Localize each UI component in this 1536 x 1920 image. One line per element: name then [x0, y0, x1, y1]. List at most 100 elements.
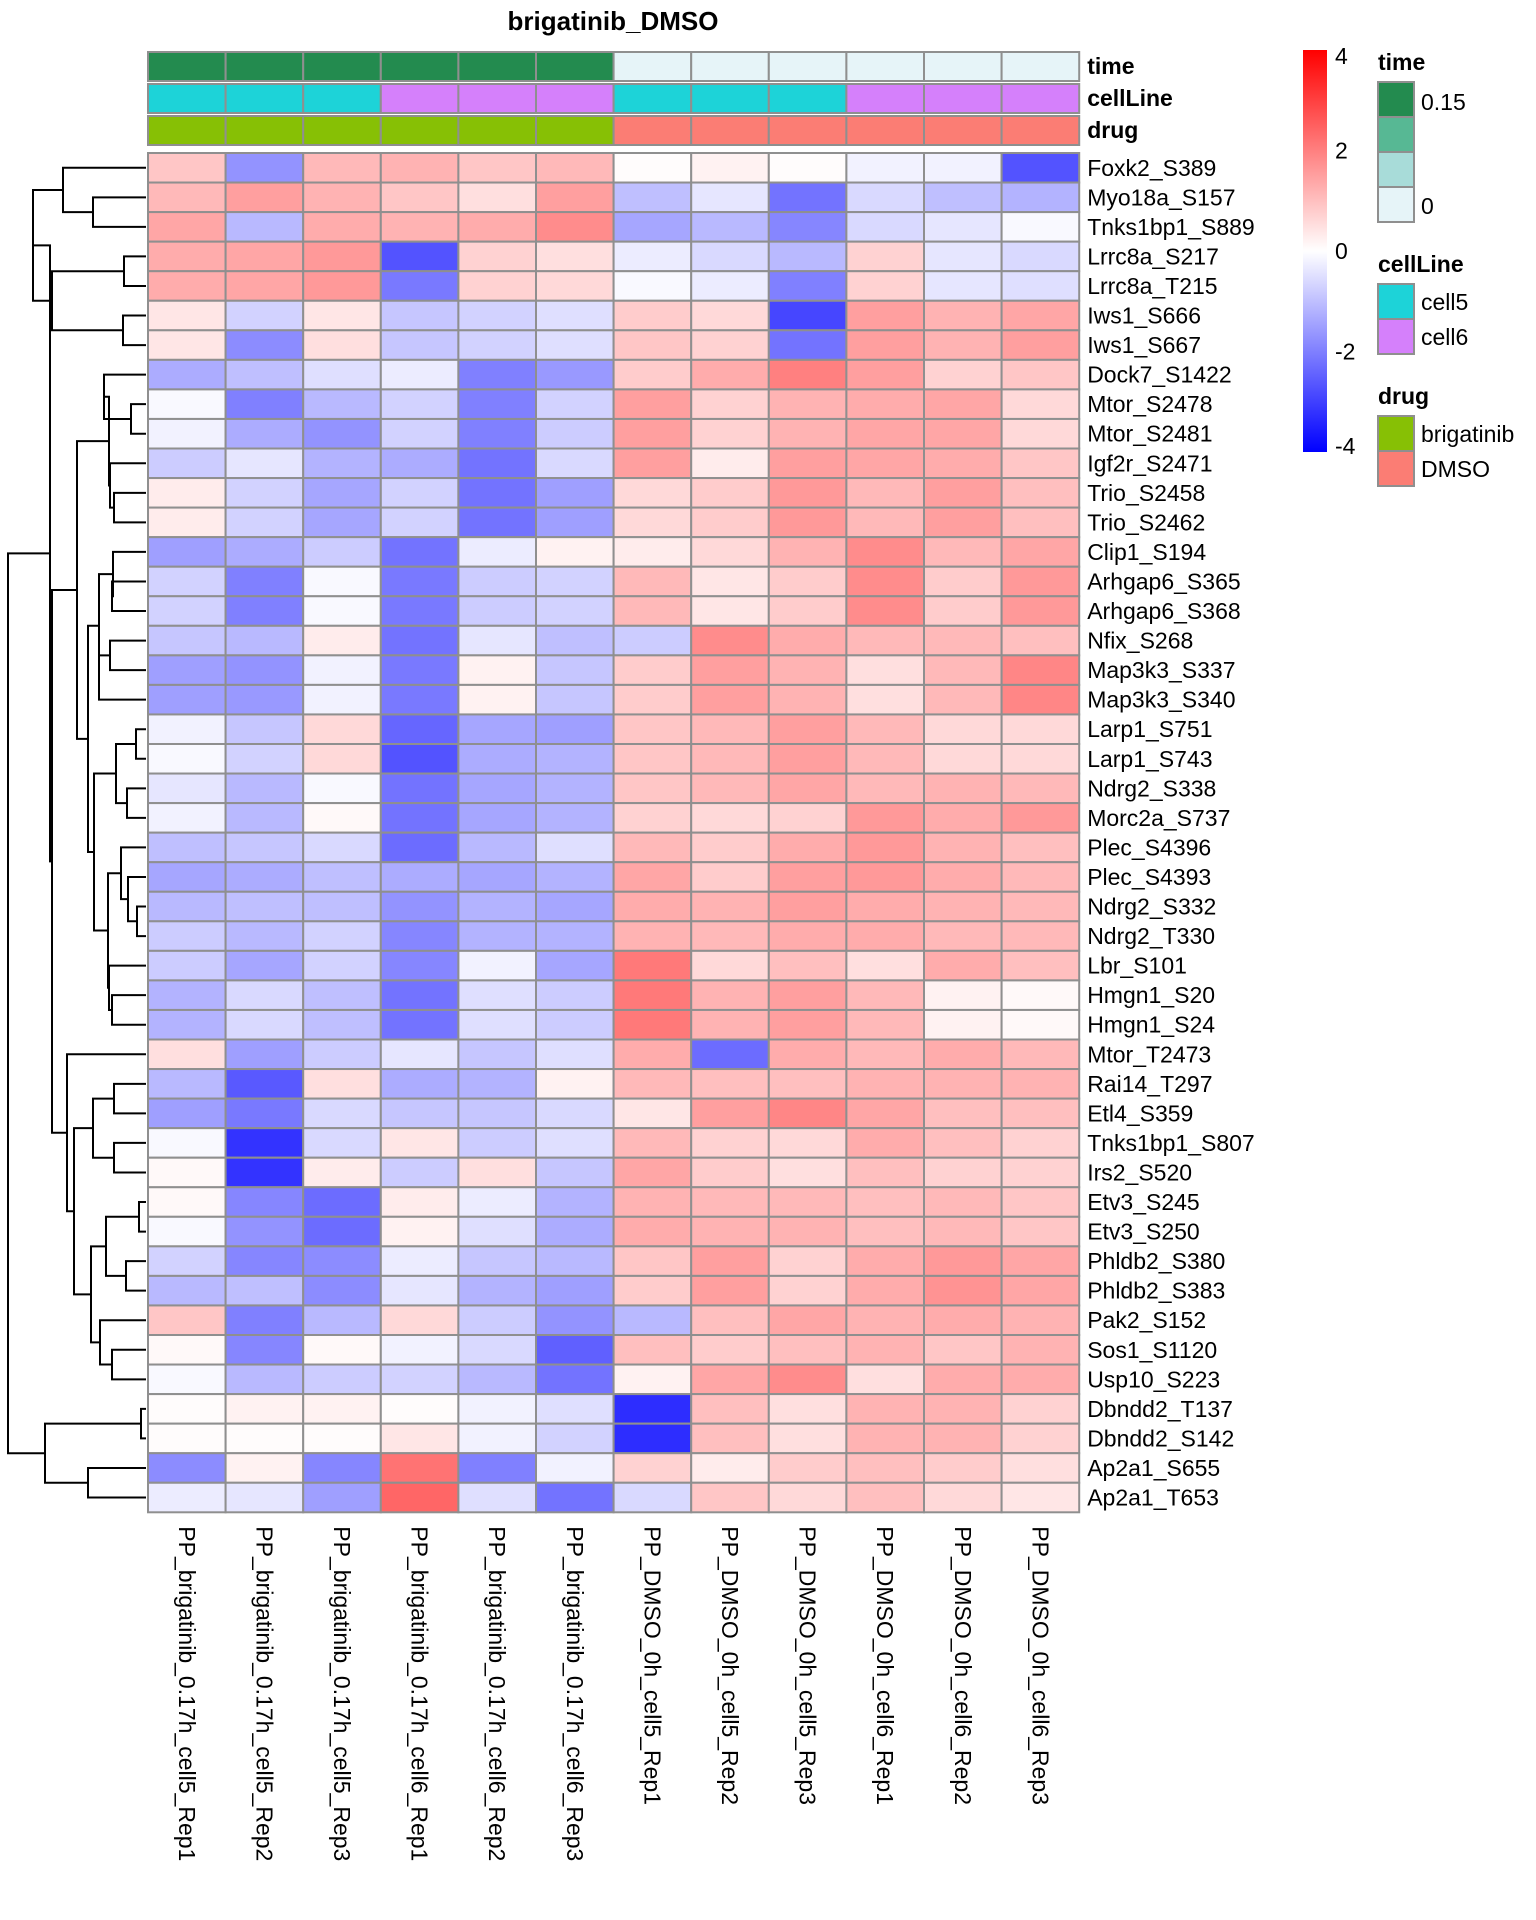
heatmap-cell — [612, 1008, 693, 1041]
heatmap-cell — [612, 506, 693, 539]
heatmap-cell — [147, 683, 227, 716]
heatmap-cell — [690, 624, 770, 657]
heatmap-cell — [224, 1274, 305, 1307]
heatmap-cell — [923, 1008, 1003, 1041]
heatmap-cell — [845, 329, 926, 361]
heatmap-cell — [612, 831, 693, 864]
row-label: Larp1_S751 — [1087, 716, 1212, 742]
heatmap-cell — [379, 506, 460, 539]
heatmap-cell — [845, 1245, 926, 1277]
color-scale-legend: 4 2 0 -2 -4 — [1303, 43, 1356, 459]
heatmap-cell — [147, 890, 227, 923]
color-bar-tick-label: -2 — [1335, 339, 1355, 365]
heatmap-cell — [1000, 240, 1081, 273]
heatmap-cell — [535, 1068, 615, 1100]
heatmap-cell — [1000, 772, 1081, 805]
heatmap-cell — [379, 1097, 460, 1130]
heatmap-cell — [845, 1334, 926, 1366]
heatmap-cell — [767, 890, 848, 923]
heatmap-cell — [535, 683, 615, 716]
heatmap-cell — [612, 624, 693, 657]
heatmap-cell — [767, 802, 848, 834]
heatmap-cell — [535, 1186, 615, 1218]
heatmap-cell — [767, 388, 848, 420]
heatmap-cell — [224, 536, 305, 568]
annotation-label-cellLine: cellLine — [1087, 85, 1173, 111]
heatmap-cell — [1000, 1481, 1081, 1514]
heatmap-cell — [302, 1038, 382, 1071]
heatmap-cell — [690, 772, 770, 805]
column-label: PP_DMSO_0h_cell6_Rep1 — [872, 1526, 898, 1805]
heatmap-cell — [535, 772, 615, 805]
legend-label: 0.15 — [1421, 89, 1466, 115]
heatmap-cell — [379, 595, 460, 627]
row-label: Ndrg2_T330 — [1087, 923, 1215, 949]
heatmap-cell — [457, 447, 537, 480]
dendrogram-branch — [120, 846, 146, 901]
heatmap-cell — [457, 1274, 537, 1307]
heatmap-cell — [457, 1304, 537, 1336]
heatmap-cell — [224, 1481, 305, 1514]
color-bar-tick-label: 2 — [1335, 138, 1348, 164]
annotation-legends: time 0.15 0 cellLine cell5 cell6 drug brigatini… — [1377, 49, 1514, 487]
heatmap-cell — [535, 565, 615, 598]
color-bar-tick-label: 4 — [1335, 43, 1348, 69]
heatmap-cell — [690, 358, 770, 391]
heatmap-cell — [612, 447, 693, 480]
heatmap-cell — [224, 890, 305, 923]
row-label: Ndrg2_S338 — [1087, 775, 1216, 801]
heatmap-cell — [147, 1452, 227, 1484]
heatmap-cell — [457, 890, 537, 923]
heatmap-cell — [767, 1127, 848, 1159]
heatmap-cell — [457, 1452, 537, 1484]
heatmap-cell — [1000, 447, 1081, 480]
heatmap-cell — [147, 802, 227, 834]
heatmap-cell — [302, 270, 382, 302]
heatmap-cell — [1000, 565, 1081, 598]
heatmap-cell — [379, 1008, 460, 1041]
heatmap-cell — [1000, 1215, 1081, 1248]
heatmap-cell — [767, 506, 848, 539]
heatmap-cell — [612, 417, 693, 450]
dendrogram-branch — [105, 1215, 139, 1277]
dendrogram-branch — [87, 1466, 146, 1499]
heatmap-cell — [379, 979, 460, 1011]
heatmap-cell — [302, 920, 382, 952]
color-bar-tick-label: -4 — [1335, 433, 1356, 459]
dendrogram-branch — [138, 1201, 146, 1233]
heatmap-cell — [767, 152, 848, 184]
annotation-cell-cellLine — [845, 83, 926, 114]
heatmap-cell — [690, 1304, 770, 1336]
heatmap-cell — [302, 152, 382, 184]
column-label: PP_DMSO_0h_cell6_Rep3 — [1027, 1526, 1053, 1805]
row-label: Map3k3_S340 — [1087, 687, 1235, 713]
heatmap-cell — [1000, 1068, 1081, 1100]
heatmap-cell — [767, 1334, 848, 1366]
heatmap-cell — [224, 1334, 305, 1366]
heatmap-cell — [612, 299, 693, 332]
heatmap-cell — [612, 1097, 693, 1130]
heatmap-cell — [845, 595, 926, 627]
heatmap-cell — [379, 802, 460, 834]
row-label: Mtor_T2473 — [1087, 1041, 1211, 1067]
heatmap-cell — [923, 802, 1003, 834]
row-label: Phldb2_S383 — [1087, 1278, 1225, 1304]
heatmap-cell — [224, 772, 305, 805]
heatmap-cell — [147, 595, 227, 627]
row-label: Pak2_S152 — [1087, 1307, 1206, 1333]
heatmap-cell — [457, 1334, 537, 1366]
annotation-cell-time — [457, 51, 537, 82]
row-labels: Foxk2_S389 Myo18a_S157 Tnks1bp1_S889 Lrrc8a… — [1087, 155, 1255, 1511]
legend-label: brigatinib — [1421, 421, 1514, 447]
legend-swatch — [1377, 81, 1415, 118]
dendrogram-branch — [51, 270, 124, 332]
heatmap-cell — [923, 447, 1003, 480]
row-label: Etv3_S245 — [1087, 1189, 1200, 1215]
heatmap-cell — [767, 1038, 848, 1071]
heatmap-cell — [767, 1186, 848, 1218]
dendrogram-branch — [111, 994, 146, 1026]
legend-label: cell5 — [1421, 289, 1468, 315]
legend-title-cellLine: cellLine — [1378, 251, 1464, 277]
row-label: Trio_S2458 — [1087, 480, 1205, 506]
heatmap-cell — [224, 417, 305, 450]
